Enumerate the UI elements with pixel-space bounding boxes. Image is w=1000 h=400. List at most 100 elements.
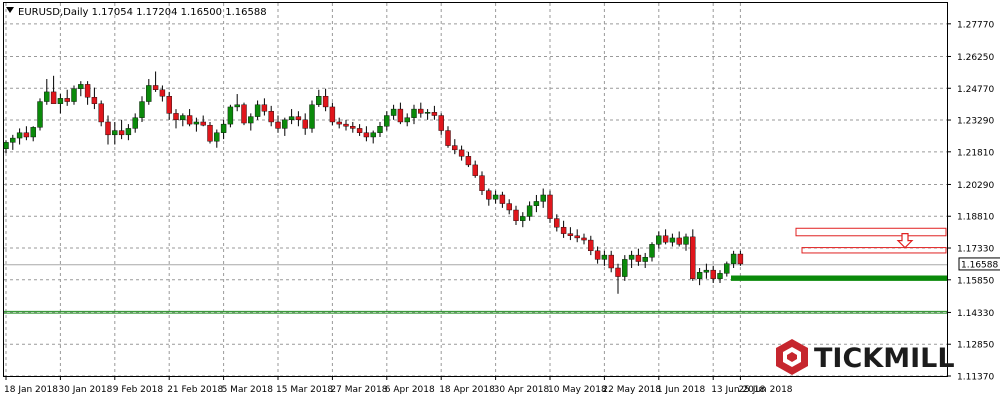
support-zone — [731, 275, 947, 281]
candle-body — [588, 239, 594, 252]
y-tick-label: 1.24770 — [957, 85, 994, 95]
candle-body — [105, 121, 111, 136]
candle-body — [343, 123, 349, 127]
candle-body — [254, 104, 261, 117]
candle-body — [3, 142, 9, 150]
grid — [4, 3, 947, 377]
resistance-zone-lower — [801, 247, 947, 254]
candle-body — [214, 132, 220, 142]
x-tick-label: 1 Jun 2018 — [657, 385, 706, 395]
candle-body — [10, 137, 16, 143]
candle-body — [78, 84, 84, 89]
y-tick-label: 1.11370 — [957, 373, 994, 383]
candle-body — [608, 254, 614, 269]
candle-body — [173, 113, 179, 121]
candle-body — [452, 145, 458, 151]
resistance-zone-upper — [795, 227, 947, 237]
y-tick-label: 1.15850 — [957, 276, 994, 286]
candle-body — [730, 253, 737, 264]
x-tick-label: 6 Apr 2018 — [385, 385, 435, 395]
candle-body — [506, 203, 512, 211]
candle-body — [200, 121, 206, 126]
candle-body — [377, 126, 383, 133]
candle-body — [336, 121, 342, 125]
candle-body — [486, 190, 492, 200]
x-tick-label: 27 Mar 2018 — [330, 385, 387, 395]
candle-body — [513, 209, 519, 221]
candle-body — [656, 235, 662, 245]
candle-body — [458, 149, 465, 157]
candle-body — [227, 106, 234, 125]
candle-body — [690, 236, 696, 279]
candle-body — [370, 132, 376, 138]
candle-body — [322, 95, 329, 108]
candle-body — [152, 85, 159, 90]
candle-body — [261, 104, 268, 112]
annotations — [896, 233, 914, 249]
candle-body — [302, 119, 308, 129]
down-arrow-icon — [896, 233, 914, 249]
candle-body — [438, 115, 444, 131]
candle-body — [431, 112, 438, 116]
candle-body — [363, 132, 370, 138]
candle-body — [492, 194, 499, 200]
candle-body — [547, 194, 553, 219]
y-tick-label: 1.20290 — [957, 181, 994, 191]
candle-body — [125, 128, 132, 136]
candle-body — [628, 254, 635, 260]
zones — [731, 227, 947, 281]
candle-body — [186, 115, 193, 125]
candle-body — [132, 117, 138, 129]
x-tick-label: 25 Jun 2018 — [738, 385, 792, 395]
candle-body — [526, 205, 533, 217]
candle-body — [560, 226, 567, 234]
candle-body — [329, 106, 336, 123]
y-tick-label: 1.21810 — [957, 148, 994, 158]
horizontal-levels — [4, 264, 947, 314]
candle-body — [118, 130, 125, 136]
candle-body — [268, 111, 274, 123]
candle-body — [669, 237, 676, 243]
candle-body — [581, 237, 587, 241]
candle-body — [50, 91, 57, 104]
candle-body — [683, 236, 689, 245]
candle-body — [717, 273, 723, 279]
candle-body — [139, 101, 145, 118]
dropdown-triangle-icon[interactable] — [6, 7, 14, 13]
candle-body — [567, 233, 574, 236]
candle-body — [445, 130, 451, 146]
candle-body — [288, 116, 295, 121]
tickmill-logo-icon — [776, 339, 808, 375]
candle-body — [642, 257, 648, 262]
candle-body — [282, 119, 288, 129]
candle-body — [737, 253, 744, 265]
candle-body — [295, 116, 302, 121]
candle-body — [390, 108, 397, 116]
x-tick-label: 30 Jan 2018 — [58, 385, 112, 395]
candle-body — [696, 272, 703, 279]
symbol-header: EURUSD,Daily 1.17054 1.17204 1.16500 1.1… — [18, 7, 267, 18]
current-price-label-box — [958, 257, 1000, 271]
candle-body — [465, 156, 472, 166]
candle-body — [615, 267, 621, 277]
candle-body — [84, 84, 91, 98]
candle-body — [64, 98, 70, 102]
candle-body — [703, 269, 710, 273]
candle-body — [424, 112, 431, 114]
x-tick-label: 5 Mar 2018 — [222, 385, 274, 395]
candle-body — [37, 101, 43, 128]
candle-body — [248, 116, 254, 124]
candle-body — [166, 95, 172, 114]
current-price-label: 1.16588 — [961, 260, 998, 270]
x-tick-label: 22 May 2018 — [602, 385, 661, 395]
candle-body — [44, 91, 50, 102]
candle-body — [146, 85, 152, 102]
candle-body — [316, 95, 322, 105]
candle-body — [574, 235, 580, 239]
candle-body — [384, 115, 390, 127]
tickmill-wordmark: TICKMILL — [814, 343, 955, 374]
candle-body — [533, 201, 540, 206]
candle-body — [356, 128, 363, 133]
candle-body — [540, 194, 546, 202]
